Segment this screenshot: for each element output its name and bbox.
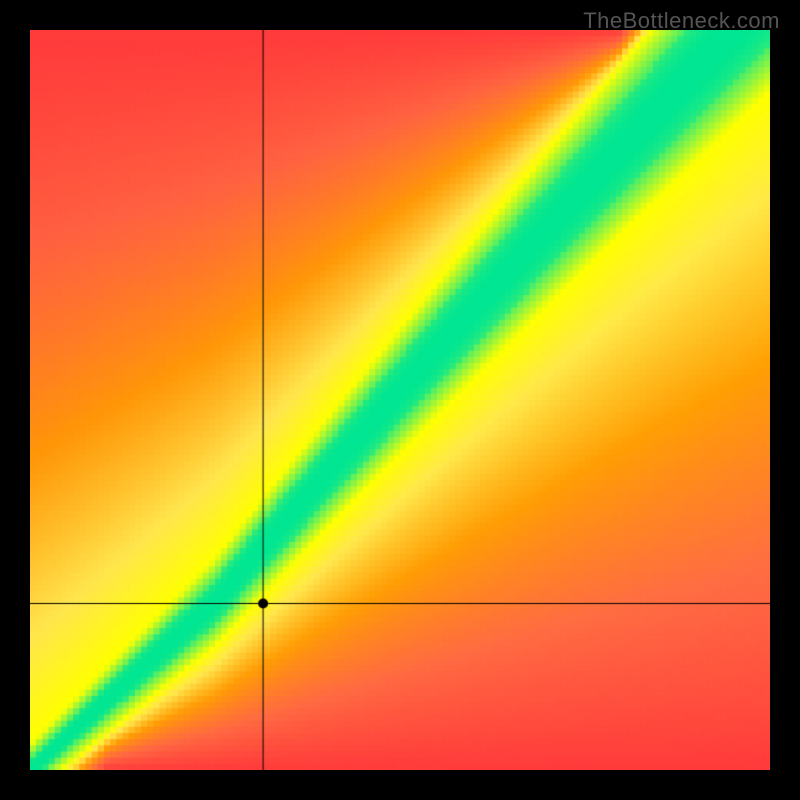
watermark-text: TheBottleneck.com (583, 8, 780, 34)
bottleneck-heatmap (30, 30, 770, 770)
chart-container: TheBottleneck.com (0, 0, 800, 800)
